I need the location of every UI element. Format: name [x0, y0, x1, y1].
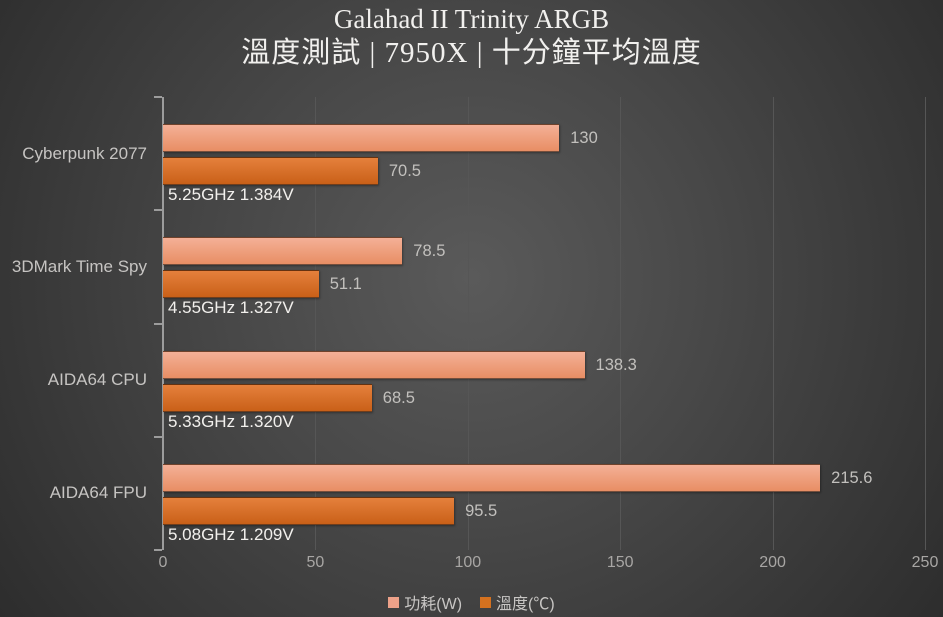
y-axis: [162, 97, 164, 550]
bar-value-label: 51.1: [329, 275, 362, 294]
x-axis-tick-label: 100: [454, 554, 482, 571]
temperature-bar: [163, 496, 455, 525]
clock-voltage-annotation: 4.55GHz 1.327V: [168, 298, 294, 318]
clock-voltage-annotation: 5.08GHz 1.209V: [168, 524, 294, 544]
gridline: [925, 97, 926, 550]
bar-value-label: 78.5: [413, 242, 446, 261]
y-axis-tick: [154, 322, 162, 325]
temperature-bar: [163, 270, 319, 299]
bar-group: 3DMark Time Spy 78.5 51.1 4.55GHz 1.327V: [12, 210, 925, 323]
x-axis-tick-label: 250: [911, 554, 939, 571]
legend-item: 溫度(℃): [480, 590, 555, 614]
gridline: [315, 97, 317, 550]
x-axis-tick-label: 50: [306, 554, 325, 571]
x-axis-labels: 0 50 100 150 200 250: [159, 554, 939, 576]
gridline: [772, 97, 774, 550]
y-axis-tick: [154, 209, 162, 212]
legend-label: 功耗(W): [404, 596, 463, 613]
bar-value-label: 95.5: [465, 501, 498, 520]
power-bar: [163, 463, 821, 492]
temperature-bar: [163, 383, 372, 412]
gridline: [467, 97, 469, 550]
category-label: AIDA64 CPU: [47, 370, 147, 390]
x-axis-tick-label: 0: [158, 554, 168, 571]
title-block: Galahad II Trinity ARGB 溫度測試 | 7950X | 十…: [0, 0, 943, 71]
legend-swatch: [480, 596, 492, 608]
legend-label: 溫度(℃): [496, 596, 555, 613]
bar-value-label: 68.5: [382, 388, 415, 407]
bar-group: Cyberpunk 2077 130 70.5 5.25GHz 1.384V: [22, 97, 925, 210]
clock-voltage-annotation: 5.33GHz 1.320V: [168, 411, 294, 431]
x-axis-tick-label: 200: [759, 554, 786, 571]
x-axis-tick-label: 150: [606, 554, 634, 571]
bar-group: AIDA64 FPU 215.6 95.5 5.08GHz 1.209V: [50, 437, 925, 550]
category-label: 3DMark Time Spy: [11, 256, 147, 276]
legend-swatch: [388, 596, 400, 608]
power-bar: [163, 350, 585, 379]
bar-value-label: 70.5: [388, 162, 421, 180]
bar-group: AIDA64 CPU 138.3 68.5 5.33GHz 1.320V: [48, 324, 925, 437]
legend-item: 功耗(W): [388, 590, 462, 614]
y-axis-tick: [154, 549, 162, 551]
bar-value-label: 138.3: [595, 355, 637, 374]
chart-title: Galahad II Trinity ARGB: [333, 4, 610, 34]
chart-subtitle: 溫度測試 | 7950X | 十分鐘平均溫度: [241, 37, 702, 69]
plot-area: Cyberpunk 2077 130 70.5 5.25GHz 1.384V 3DMar…: [12, 96, 926, 551]
temperature-bar: [163, 157, 378, 185]
bar-value-label: 130: [570, 129, 598, 147]
y-axis-tick: [154, 96, 162, 98]
category-label: Cyberpunk 2077: [22, 143, 147, 163]
legend: 功耗(W) 溫度(℃): [0, 590, 943, 614]
bar-value-label: 215.6: [831, 468, 873, 487]
power-bar: [163, 124, 560, 152]
power-bar: [163, 237, 403, 266]
clock-voltage-annotation: 5.25GHz 1.384V: [168, 185, 294, 204]
y-axis-tick: [154, 435, 162, 438]
category-label: AIDA64 FPU: [49, 483, 147, 503]
gridline: [620, 97, 622, 550]
